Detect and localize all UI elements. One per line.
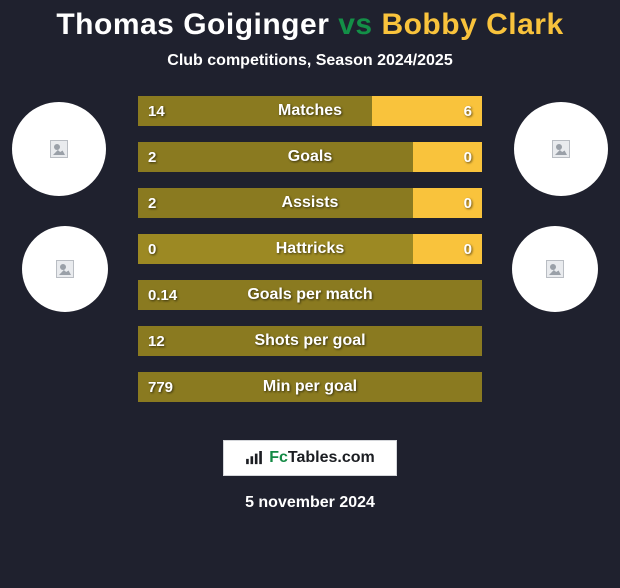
versus-text: vs [338,8,372,41]
stat-bar-left [138,326,482,356]
stat-bar-left [138,142,413,172]
stat-bar-left [138,372,482,402]
stat-row: 779Min per goal [138,372,482,402]
stat-row: 0.14Goals per match [138,280,482,310]
stat-bars: 146Matches 20Goals 20Assists 00Hattricks 0.1… [138,96,482,418]
stat-bar-left [138,96,372,126]
stat-bar-left [138,188,413,218]
stat-bar-right [413,234,482,264]
stat-row: 20Goals [138,142,482,172]
branding-text: FcTables.com [269,449,375,467]
comparison-content: 146Matches 20Goals 20Assists 00Hattricks 0.1… [0,96,620,426]
stat-row: 20Assists [138,188,482,218]
image-placeholder-icon [50,140,68,158]
subtitle: Club competitions, Season 2024/2025 [0,52,620,70]
club1-logo [22,226,108,312]
stat-row: 00Hattricks [138,234,482,264]
stat-row: 12Shots per goal [138,326,482,356]
image-placeholder-icon [56,260,74,278]
image-placeholder-icon [546,260,564,278]
stat-row: 146Matches [138,96,482,126]
player2-name: Bobby Clark [381,8,563,41]
player1-name: Thomas Goiginger [56,8,329,41]
branding-prefix: Fc [269,449,288,466]
stat-bar-left [138,280,482,310]
comparison-title: Thomas Goiginger vs Bobby Clark [0,8,620,42]
player1-avatar [12,102,106,196]
chart-icon [245,451,263,465]
stat-bar-right [413,142,482,172]
date-label: 5 november 2024 [0,494,620,512]
stat-bar-right [372,96,482,126]
branding-badge[interactable]: FcTables.com [223,440,397,476]
image-placeholder-icon [552,140,570,158]
club2-logo [512,226,598,312]
stat-bar-right [413,188,482,218]
branding-suffix: Tables.com [288,449,375,466]
player2-avatar [514,102,608,196]
